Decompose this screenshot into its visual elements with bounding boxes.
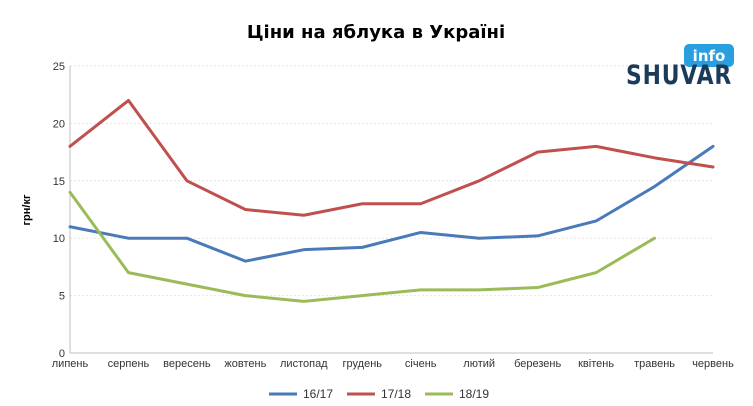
legend-label-16-17: 16/17 <box>303 387 333 401</box>
x-tick-label: жовтень <box>224 358 266 370</box>
y-tick-label: 20 <box>53 118 65 130</box>
x-tick-label: червень <box>692 358 734 370</box>
series-line-16-17 <box>68 144 715 263</box>
logo-main-text: SHUVAR <box>626 60 732 91</box>
y-tick-label: 10 <box>53 233 65 245</box>
x-axis-ticks: липень серпень вересень жовтень листопад груд… <box>52 358 734 370</box>
logo-info-badge <box>684 44 734 67</box>
series-line-18-19 <box>68 190 657 303</box>
x-tick-label: лютий <box>463 358 495 370</box>
shuvar-logo: info SHUVAR <box>626 44 734 91</box>
y-tick-label: 0 <box>59 348 65 360</box>
y-axis-label: грн/кг <box>21 194 33 226</box>
legend-label-17-18: 17/18 <box>381 387 411 401</box>
legend-label-18-19: 18/19 <box>459 387 489 401</box>
axes <box>69 66 713 354</box>
x-tick-label: листопад <box>280 358 328 370</box>
y-tick-label: 5 <box>59 291 65 303</box>
x-tick-label: березень <box>514 358 561 370</box>
x-tick-label: грудень <box>343 358 383 370</box>
chart-title: Ціни на яблука в Україні <box>247 22 505 43</box>
x-tick-label: вересень <box>163 358 211 370</box>
y-tick-label: 25 <box>53 61 65 73</box>
x-tick-label: квітень <box>578 358 614 370</box>
x-tick-label: серпень <box>108 358 150 370</box>
logo-info-text: info <box>693 47 726 65</box>
y-axis-ticks: 0 5 10 15 20 25 <box>53 61 65 360</box>
x-tick-label: липень <box>52 358 89 370</box>
legend: 16/17 17/18 18/19 <box>269 387 489 401</box>
grid-lines <box>70 65 713 297</box>
series-lines <box>68 98 715 303</box>
x-tick-label: січень <box>405 358 437 370</box>
y-tick-label: 15 <box>53 176 65 188</box>
x-tick-label: травень <box>634 358 675 370</box>
series-line-17-18 <box>68 98 715 217</box>
